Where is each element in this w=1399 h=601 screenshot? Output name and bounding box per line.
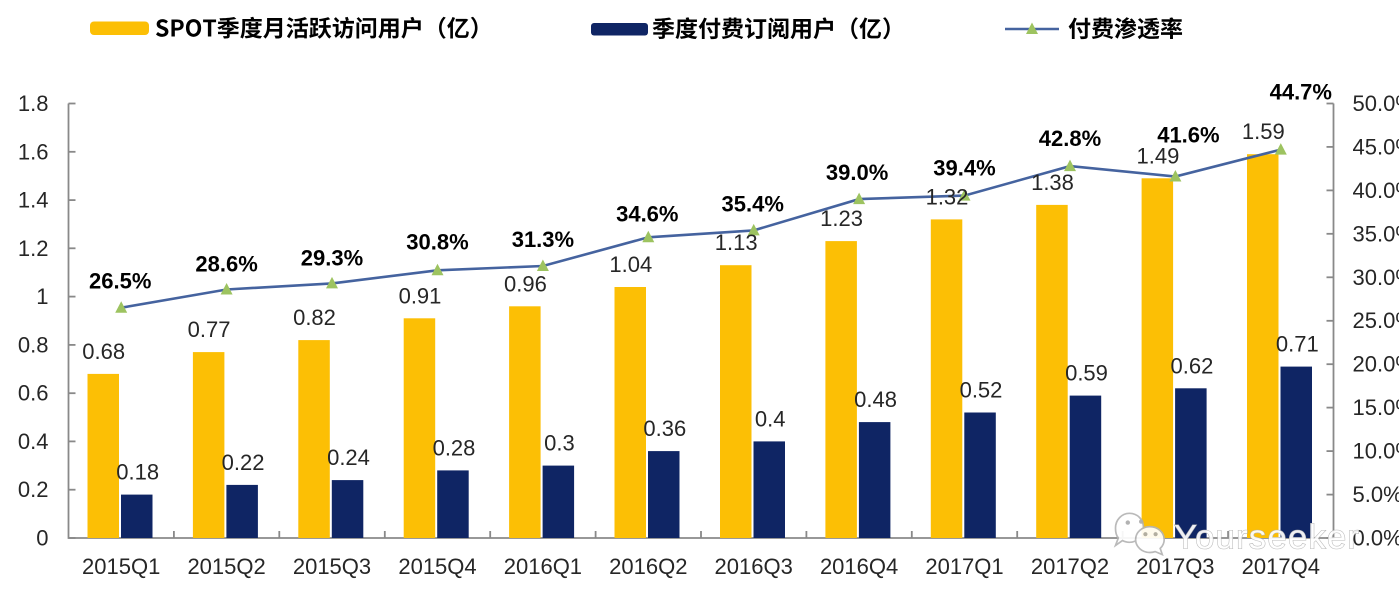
svg-text:1.23: 1.23 [820, 206, 863, 231]
svg-text:31.3%: 31.3% [512, 227, 574, 252]
svg-text:1.8: 1.8 [18, 91, 49, 116]
svg-text:1.59: 1.59 [1242, 119, 1285, 144]
svg-text:20.0%: 20.0% [1353, 352, 1399, 377]
svg-text:0.77: 0.77 [188, 317, 231, 342]
svg-text:26.5%: 26.5% [89, 269, 151, 294]
svg-text:0.4: 0.4 [18, 429, 49, 454]
svg-text:1.04: 1.04 [609, 252, 652, 277]
svg-text:2015Q4: 2015Q4 [398, 554, 476, 579]
svg-text:41.6%: 41.6% [1157, 123, 1219, 148]
svg-text:0: 0 [36, 526, 48, 551]
svg-text:2017Q3: 2017Q3 [1136, 554, 1214, 579]
svg-text:0.52: 0.52 [960, 378, 1003, 403]
svg-text:0.96: 0.96 [504, 271, 547, 296]
svg-text:28.6%: 28.6% [195, 252, 257, 277]
svg-text:29.3%: 29.3% [301, 245, 363, 270]
svg-text:5.0%: 5.0% [1353, 482, 1399, 507]
svg-text:25.0%: 25.0% [1353, 308, 1399, 333]
svg-text:0.8: 0.8 [18, 332, 49, 357]
svg-text:1.13: 1.13 [715, 230, 758, 255]
svg-text:0.2: 0.2 [18, 477, 49, 502]
svg-text:0.24: 0.24 [327, 445, 370, 470]
svg-text:35.4%: 35.4% [722, 191, 784, 216]
svg-text:30.8%: 30.8% [406, 229, 468, 254]
svg-text:2017Q4: 2017Q4 [1242, 554, 1320, 579]
svg-text:0.18: 0.18 [116, 460, 159, 485]
svg-text:0.82: 0.82 [293, 305, 336, 330]
svg-text:2015Q3: 2015Q3 [293, 554, 371, 579]
svg-text:15.0%: 15.0% [1353, 395, 1399, 420]
svg-text:2017Q1: 2017Q1 [925, 554, 1003, 579]
svg-text:0.48: 0.48 [854, 387, 897, 412]
svg-text:0.36: 0.36 [643, 416, 686, 441]
svg-text:0.62: 0.62 [1170, 353, 1213, 378]
svg-text:0.4: 0.4 [755, 406, 786, 431]
svg-text:1.2: 1.2 [18, 236, 49, 261]
svg-text:2016Q3: 2016Q3 [715, 554, 793, 579]
svg-text:0.28: 0.28 [433, 435, 476, 460]
svg-text:44.7%: 44.7% [1270, 80, 1332, 105]
svg-text:2015Q2: 2015Q2 [187, 554, 265, 579]
svg-text:34.6%: 34.6% [616, 201, 678, 226]
svg-text:1.38: 1.38 [1031, 170, 1074, 195]
svg-text:Yourseeker: Yourseeker [1174, 519, 1360, 557]
svg-text:42.8%: 42.8% [1039, 126, 1101, 151]
svg-text:10.0%: 10.0% [1353, 439, 1399, 464]
svg-text:2015Q1: 2015Q1 [82, 554, 160, 579]
svg-text:0.59: 0.59 [1065, 361, 1108, 386]
svg-text:0.71: 0.71 [1276, 332, 1319, 357]
svg-text:45.0%: 45.0% [1353, 134, 1399, 159]
svg-text:1.6: 1.6 [18, 139, 49, 164]
svg-text:39.4%: 39.4% [933, 156, 995, 181]
svg-text:40.0%: 40.0% [1353, 178, 1399, 203]
svg-text:2016Q2: 2016Q2 [609, 554, 687, 579]
svg-text:50.0%: 50.0% [1353, 91, 1399, 116]
svg-text:1.4: 1.4 [18, 188, 49, 213]
svg-text:2016Q1: 2016Q1 [504, 554, 582, 579]
svg-text:0.3: 0.3 [544, 431, 575, 456]
svg-text:2017Q2: 2017Q2 [1031, 554, 1109, 579]
svg-text:0.22: 0.22 [222, 450, 265, 475]
svg-text:2016Q4: 2016Q4 [820, 554, 898, 579]
svg-text:39.0%: 39.0% [826, 160, 888, 185]
svg-text:0.68: 0.68 [82, 339, 125, 364]
svg-text:1: 1 [36, 284, 48, 309]
svg-text:0.91: 0.91 [399, 283, 442, 308]
svg-text:30.0%: 30.0% [1353, 265, 1399, 290]
svg-text:35.0%: 35.0% [1353, 221, 1399, 246]
svg-text:1.32: 1.32 [926, 184, 969, 209]
svg-text:0.6: 0.6 [18, 381, 49, 406]
